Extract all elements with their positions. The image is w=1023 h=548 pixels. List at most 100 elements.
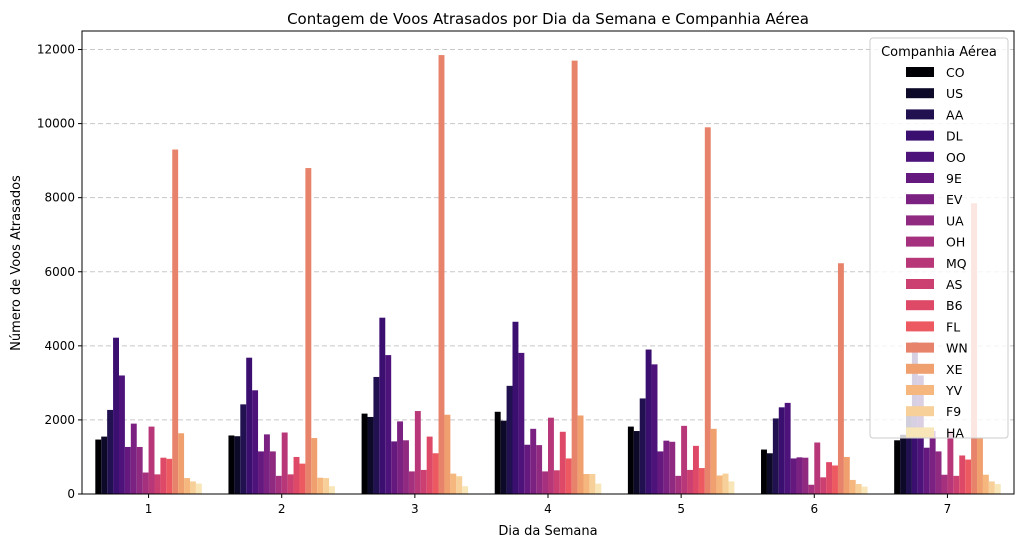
- bar-FL-day-6: [832, 465, 838, 494]
- bar-XE-day-2: [311, 438, 318, 494]
- bar-OO-day-3: [385, 355, 392, 494]
- bar-YV-day-5: [716, 475, 723, 494]
- y-axis: 0 2000 4000 6000 8000 10000 12000: [37, 43, 82, 501]
- bar-WN-day-5: [704, 127, 711, 495]
- bar-OH-day-3: [408, 471, 415, 494]
- bar-EV-day-5: [663, 440, 670, 494]
- bar-MQ-day-4: [548, 417, 554, 494]
- bar-FL-day-1: [166, 458, 173, 494]
- bar-AA-day-6: [772, 418, 779, 494]
- bar-YV-day-3: [450, 473, 457, 494]
- bars: [95, 55, 1001, 495]
- bar-OH-day-1: [142, 472, 149, 494]
- y-tick-label: 0: [67, 487, 75, 501]
- legend-swatch-CO: [906, 67, 934, 77]
- bar-F9-day-4: [589, 474, 596, 494]
- bar-AA-day-4: [506, 385, 513, 494]
- legend-swatch-F9: [906, 406, 934, 417]
- y-tick-label: 8000: [44, 191, 75, 205]
- bar-MQ-day-7: [947, 431, 954, 494]
- bar-B6-day-3: [426, 436, 433, 494]
- legend-label-MQ: MQ: [946, 256, 967, 271]
- bar-B6-day-4: [559, 431, 566, 494]
- legend-swatch-UA: [906, 215, 934, 226]
- bar-9E-day-3: [391, 441, 398, 494]
- bar-HA-day-2: [329, 486, 335, 494]
- bar-XE-day-1: [178, 433, 185, 494]
- bar-FL-day-5: [698, 468, 705, 494]
- bar-DL-day-2: [246, 357, 253, 494]
- legend-label-HA: HA: [946, 425, 964, 440]
- legend: Companhia Aérea CO US AA DL OO 9E EV UA OH MQ AS B6…: [869, 37, 1009, 440]
- bar-XE-day-5: [710, 428, 717, 494]
- bar-EV-day-7: [929, 431, 936, 494]
- legend-label-AS: AS: [946, 277, 963, 292]
- bar-HA-day-7: [994, 484, 1001, 494]
- y-tick-label: 6000: [44, 265, 75, 279]
- bar-HA-day-1: [195, 483, 202, 494]
- legend-label-EV: EV: [946, 192, 963, 207]
- legend-swatch-FL: [906, 321, 934, 332]
- legend-swatch-MQ: [906, 257, 934, 268]
- legend-box: [869, 37, 1009, 439]
- bar-WN-day-2: [305, 168, 312, 495]
- bar-EV-day-4: [530, 428, 537, 494]
- bar-F9-day-1: [189, 481, 196, 494]
- bar-MQ-day-5: [681, 425, 688, 494]
- y-tick-label: 2000: [44, 413, 75, 427]
- bar-AS-day-5: [687, 469, 693, 494]
- bar-UA-day-4: [536, 445, 543, 494]
- bar-CO-day-4: [494, 411, 501, 494]
- y-tick-label: 10000: [37, 117, 75, 131]
- bar-YV-day-1: [184, 478, 190, 494]
- legend-swatch-DL: [906, 130, 934, 141]
- bar-9E-day-6: [790, 458, 797, 494]
- bar-B6-day-1: [160, 457, 167, 494]
- bar-CO-day-3: [361, 413, 368, 494]
- x-tick-label: 5: [677, 502, 685, 516]
- bar-OH-day-2: [275, 475, 282, 494]
- bar-HA-day-5: [728, 481, 735, 494]
- legend-swatch-AS: [906, 279, 934, 289]
- bar-F9-day-2: [323, 478, 330, 494]
- bar-US-day-3: [367, 416, 374, 494]
- bar-B6-day-6: [826, 462, 833, 494]
- legend-swatch-B6: [906, 300, 934, 311]
- y-tick-label: 4000: [44, 339, 75, 353]
- bar-AS-day-2: [287, 474, 294, 494]
- chart-title: Contagem de Voos Atrasados por Dia da Se…: [287, 10, 809, 28]
- legend-label-9E: 9E: [946, 171, 962, 186]
- bar-AA-day-3: [373, 376, 380, 494]
- legend-label-WN: WN: [946, 341, 968, 356]
- bar-WN-day-3: [438, 55, 445, 494]
- y-axis-label: Número de Voos Atrasados: [9, 175, 24, 351]
- x-tick-label: 7: [944, 502, 952, 516]
- bar-AS-day-7: [953, 475, 960, 494]
- bar-OH-day-4: [542, 471, 548, 494]
- bar-9E-day-1: [124, 446, 131, 494]
- bar-YV-day-6: [849, 479, 856, 494]
- bar-OH-day-6: [808, 484, 815, 494]
- x-tick-label: 2: [278, 502, 286, 516]
- bar-UA-day-2: [269, 451, 276, 494]
- legend-label-OO: OO: [946, 150, 966, 165]
- bar-FL-day-7: [965, 459, 972, 494]
- legend-swatch-AA: [906, 109, 934, 120]
- bar-OO-day-2: [252, 390, 259, 494]
- legend-swatch-WN: [906, 342, 934, 353]
- bar-HA-day-4: [595, 483, 602, 494]
- bar-AS-day-6: [820, 477, 827, 494]
- legend-swatch-HA: [906, 427, 934, 438]
- bar-AA-day-7: [906, 408, 912, 494]
- bar-YV-day-2: [317, 477, 324, 494]
- legend-swatch-US: [906, 88, 934, 99]
- legend-swatch-OO: [906, 151, 934, 162]
- bar-B6-day-2: [293, 456, 300, 494]
- x-axis-label: Dia da Semana: [498, 524, 597, 539]
- bar-9E-day-2: [258, 451, 264, 494]
- x-tick-label: 6: [810, 502, 818, 516]
- legend-items: CO US AA DL OO 9E EV UA OH MQ AS B6 FL WN XE YV F9 HA: [906, 65, 968, 440]
- bar-XE-day-6: [843, 456, 850, 494]
- bar-UA-day-6: [802, 457, 809, 494]
